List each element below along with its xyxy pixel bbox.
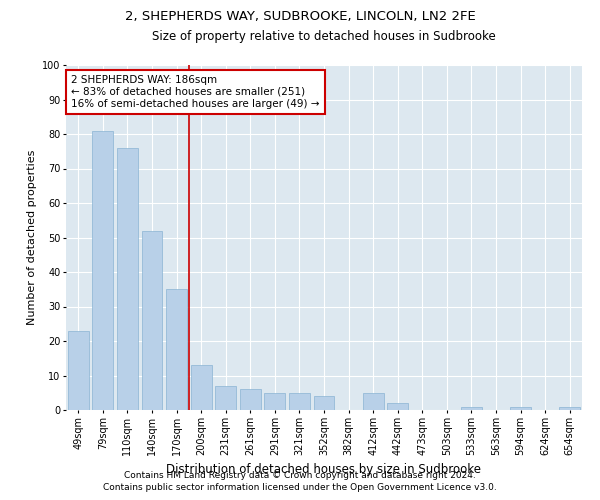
Text: 2, SHEPHERDS WAY, SUDBROOKE, LINCOLN, LN2 2FE: 2, SHEPHERDS WAY, SUDBROOKE, LINCOLN, LN…	[125, 10, 475, 23]
Bar	[510, 406, 531, 410]
Text: 2 SHEPHERDS WAY: 186sqm
← 83% of detached houses are smaller (251)
16% of semi-d: 2 SHEPHERDS WAY: 186sqm ← 83% of detache…	[71, 76, 320, 108]
Y-axis label: Number of detached properties: Number of detached properties	[26, 150, 37, 325]
Bar	[142, 230, 163, 410]
Bar	[387, 403, 408, 410]
Bar	[240, 390, 261, 410]
Bar	[289, 393, 310, 410]
Bar	[265, 393, 286, 410]
Text: Contains HM Land Registry data © Crown copyright and database right 2024.
Contai: Contains HM Land Registry data © Crown c…	[103, 471, 497, 492]
Bar	[314, 396, 334, 410]
Bar	[215, 386, 236, 410]
Bar	[166, 289, 187, 410]
X-axis label: Distribution of detached houses by size in Sudbrooke: Distribution of detached houses by size …	[167, 464, 482, 476]
Bar	[92, 130, 113, 410]
Bar	[362, 393, 383, 410]
Bar	[461, 406, 482, 410]
Title: Size of property relative to detached houses in Sudbrooke: Size of property relative to detached ho…	[152, 30, 496, 43]
Bar	[191, 365, 212, 410]
Bar	[559, 406, 580, 410]
Bar	[117, 148, 138, 410]
Bar	[68, 330, 89, 410]
